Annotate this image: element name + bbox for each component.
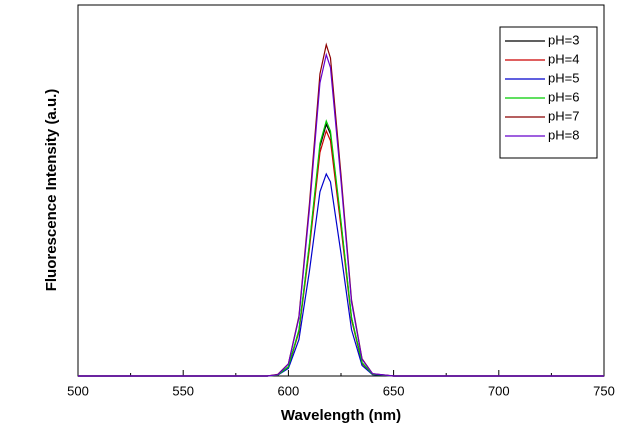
x-tick-label: 550 (172, 383, 194, 398)
legend-label: pH=8 (548, 127, 579, 142)
y-axis-label: Fluorescence Intensity (a.u.) (43, 89, 60, 292)
x-tick-label: 500 (67, 383, 89, 398)
legend-label: pH=3 (548, 32, 579, 47)
legend-label: pH=5 (548, 70, 579, 85)
x-tick-label: 750 (593, 383, 615, 398)
legend-label: pH=6 (548, 89, 579, 104)
x-tick-label: 600 (278, 383, 300, 398)
x-tick-label: 650 (383, 383, 405, 398)
x-axis-label: Wavelength (nm) (281, 407, 401, 424)
series-line (78, 52, 604, 377)
legend-label: pH=7 (548, 108, 579, 123)
legend-label: pH=4 (548, 51, 579, 66)
series-line (78, 172, 604, 377)
series-line (78, 119, 604, 377)
x-tick-label: 700 (488, 383, 510, 398)
